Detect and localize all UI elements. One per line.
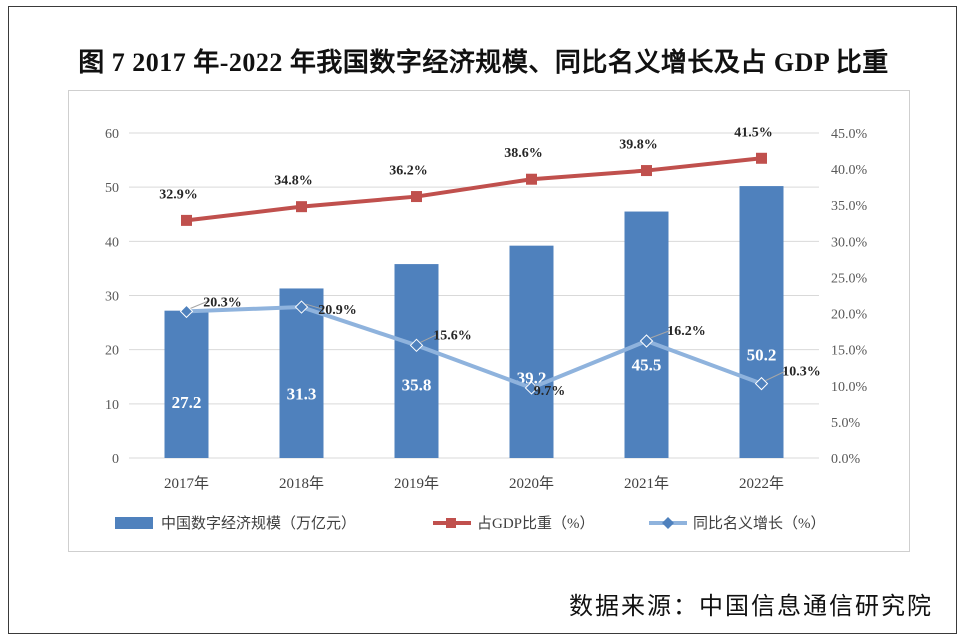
gdp-share-label: 36.2%	[389, 164, 428, 179]
growth-label-leader	[305, 303, 323, 310]
y-left-tick-label: 60	[105, 127, 119, 142]
growth-label-leader	[650, 329, 672, 339]
bar-digital-economy	[394, 264, 439, 458]
x-tick-label: 2021年	[624, 475, 669, 492]
bar-value-label: 39.2	[517, 368, 547, 387]
growth-label-leader	[190, 300, 208, 309]
chart-title: 图 7 2017 年-2022 年我国数字经济规模、同比名义增长及占 GDP 比…	[78, 48, 889, 77]
y-right-tick-label: 5.0%	[831, 416, 861, 431]
y-left-tick-label: 20	[105, 344, 119, 359]
y-left-tick-label: 30	[105, 290, 119, 305]
y-right-tick-label: 15.0%	[831, 344, 868, 359]
growth-rate-label: 16.2%	[667, 324, 706, 339]
gdp-share-label: 34.8%	[274, 174, 313, 189]
y-right-tick-label: 35.0%	[831, 199, 868, 214]
y-left-tick-label: 0	[112, 452, 119, 467]
growth-rate-line	[186, 305, 763, 390]
legend-label-growth: 同比名义增长（%）	[693, 515, 826, 532]
x-tick-label: 2022年	[739, 475, 784, 492]
gdp-share-marker	[526, 173, 537, 185]
y-right-tick-label: 25.0%	[831, 271, 868, 286]
legend-swatch-bar	[115, 517, 153, 529]
bar-value-label: 31.3	[287, 385, 317, 404]
growth-rate-marker	[294, 300, 309, 314]
y-right-tick-label: 0.0%	[831, 452, 861, 467]
x-tick-label: 2019年	[394, 475, 439, 492]
bar-value-label: 27.2	[172, 393, 202, 412]
bar-value-label: 50.2	[747, 346, 777, 365]
y-right-tick-label: 30.0%	[831, 235, 868, 250]
gdp-share-marker	[641, 165, 652, 177]
growth-label-leader	[420, 333, 438, 343]
gdp-share-label: 39.8%	[619, 138, 658, 153]
gdp-share-label: 41.5%	[734, 125, 773, 140]
growth-label-leader	[765, 370, 787, 382]
y-right-tick-label: 40.0%	[831, 163, 868, 178]
growth-rate-label: 20.9%	[318, 303, 357, 318]
bar-digital-economy	[739, 186, 784, 458]
y-left-tick-label: 10	[105, 398, 119, 413]
legend-label-gdp: 占GDP比重（%）	[477, 515, 595, 532]
growth-rate-label: 10.3%	[782, 365, 821, 380]
growth-label-leader	[534, 384, 536, 391]
bar-digital-economy	[164, 310, 209, 458]
growth-rate-marker	[639, 334, 654, 348]
legend-swatch-gdp-marker	[446, 518, 456, 528]
bar-value-label: 45.5	[632, 355, 662, 374]
bar-digital-economy	[279, 288, 324, 458]
data-source-note: 数据来源：中国信息通信研究院	[569, 594, 933, 620]
x-tick-label: 2018年	[279, 475, 324, 492]
growth-rate-label: 20.3%	[203, 295, 242, 310]
chart-plot-area: 0 10 20 30 40 50 60 0.0% 5.0% 10.0% 15.0% 20.0% 25.0…	[68, 90, 910, 552]
growth-rate-marker	[754, 376, 769, 391]
growth-rate-marker	[409, 338, 424, 353]
gdp-share-marker	[756, 152, 767, 164]
gdp-share-label: 38.6%	[504, 146, 543, 161]
x-tick-label: 2020年	[509, 475, 554, 492]
gdp-share-line	[186, 156, 762, 223]
gdp-share-marker	[411, 191, 422, 203]
y-right-tick-label: 10.0%	[831, 380, 868, 395]
gdp-share-marker	[296, 201, 307, 213]
legend-swatch-growth-marker	[662, 517, 674, 529]
y-right-tick-label: 20.0%	[831, 308, 868, 323]
legend-label-bar: 中国数字经济规模（万亿元）	[161, 515, 356, 532]
y-left-tick-label: 50	[105, 181, 119, 196]
bar-digital-economy	[509, 245, 554, 458]
chart-svg: 0 10 20 30 40 50 60 0.0% 5.0% 10.0% 15.0% 20.0% 25.0…	[105, 125, 868, 532]
x-tick-label: 2017年	[164, 475, 209, 492]
y-left-tick-label: 40	[105, 235, 119, 250]
growth-rate-marker	[179, 304, 194, 319]
gdp-share-marker	[181, 214, 192, 226]
bar-value-label: 35.8	[402, 375, 432, 394]
growth-rate-label: 15.6%	[433, 328, 472, 343]
growth-rate-label: 9.7%	[534, 384, 566, 399]
y-right-tick-label: 45.0%	[831, 127, 868, 142]
figure-frame	[8, 6, 957, 634]
gdp-share-label: 32.9%	[159, 187, 198, 202]
